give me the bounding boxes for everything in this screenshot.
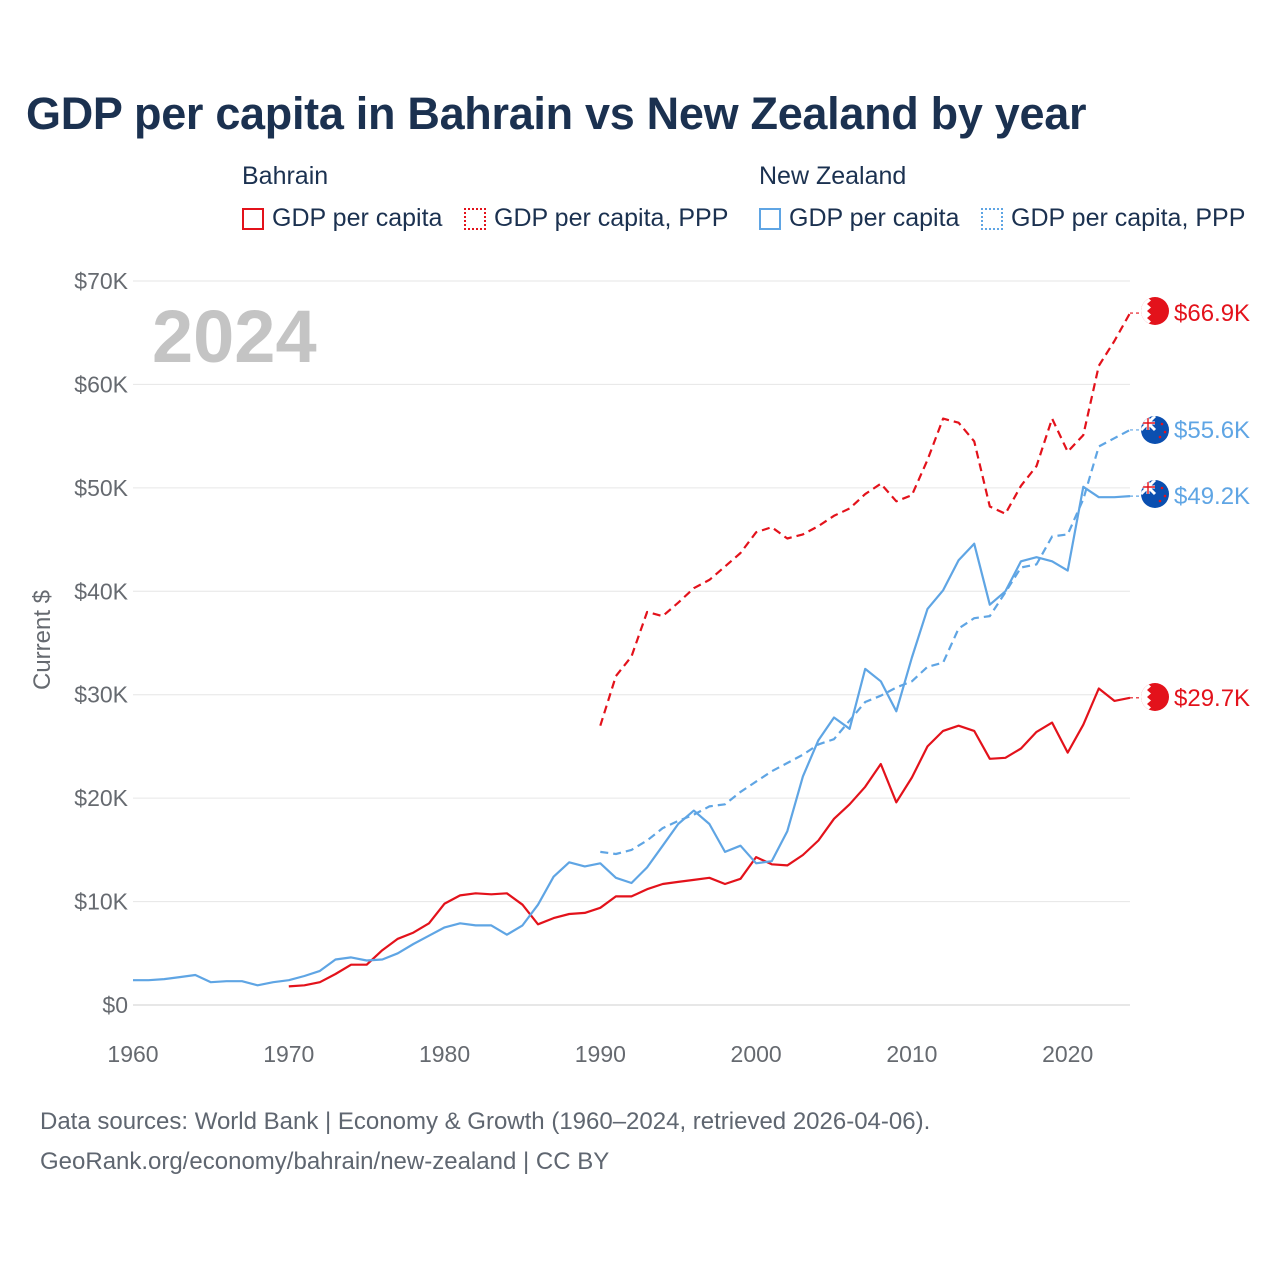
legend-label: GDP per capita, PPP <box>494 204 729 232</box>
chart-title: GDP per capita in Bahrain vs New Zealand… <box>26 88 1087 139</box>
grid-layer <box>133 280 1130 1006</box>
series-line[interactable] <box>133 485 1131 987</box>
series-line[interactable] <box>599 312 1131 727</box>
end-value-label: $49.2K <box>1174 483 1250 510</box>
series-line[interactable] <box>288 687 1131 988</box>
y-tick-label: $70K <box>74 268 128 294</box>
y-tick-label: $10K <box>74 889 128 915</box>
flag-layer <box>1141 297 1169 711</box>
bahrain-flag-icon <box>1141 683 1169 711</box>
y-axis-label: Current $ <box>29 590 56 690</box>
footer-link[interactable]: GeoRank.org/economy/bahrain/new-zealand … <box>40 1148 610 1175</box>
axis-layer: $0 $10K $20K $30K $40K $50K $60K $70K 1960 1970 19… <box>74 268 1093 1067</box>
end-value-label: $55.6K <box>1174 417 1250 444</box>
x-tick-label: 1970 <box>263 1041 314 1067</box>
x-tick-label: 2010 <box>886 1041 937 1067</box>
legend-item-nz-gdp[interactable]: GDP per capita <box>759 204 959 233</box>
legend-swatch-dotted-icon <box>981 207 1003 230</box>
y-tick-label: $20K <box>74 785 128 811</box>
y-tick-label: $40K <box>74 578 128 604</box>
x-tick-label: 2020 <box>1042 1041 1093 1067</box>
series-layer <box>133 312 1141 988</box>
y-tick-label: $0 <box>102 992 128 1018</box>
x-tick-label: 2000 <box>731 1041 782 1067</box>
legend-label: GDP per capita <box>789 204 960 232</box>
bahrain-flag-icon <box>1141 297 1169 325</box>
series-line[interactable] <box>600 428 1131 856</box>
legend-label: GDP per capita, PPP <box>1011 204 1246 232</box>
y-tick-label: $30K <box>74 682 128 708</box>
legend-item-bahrain-gdp[interactable]: GDP per capita <box>242 204 442 233</box>
legend-swatch-solid-icon <box>759 207 781 230</box>
x-tick-label: 1980 <box>419 1041 470 1067</box>
legend-swatch-dotted-icon <box>464 207 486 230</box>
legend-group-bahrain: Bahrain <box>242 162 329 190</box>
footer-sources: Data sources: World Bank | Economy & Gro… <box>40 1108 931 1135</box>
end-value-label: $66.9K <box>1174 300 1250 327</box>
new-zealand-flag-icon <box>1141 416 1169 444</box>
year-watermark: 2024 <box>152 295 317 378</box>
legend-item-bahrain-gdp-ppp[interactable]: GDP per capita, PPP <box>464 204 728 233</box>
y-tick-label: $50K <box>74 475 128 501</box>
x-tick-label: 1960 <box>107 1041 158 1067</box>
legend-group-new-zealand: New Zealand <box>759 162 907 190</box>
label-layer: $29.7K $66.9K $49.2K $55.6K <box>1174 300 1250 712</box>
legend-swatch-solid-icon <box>242 207 264 230</box>
legend-label: GDP per capita <box>272 204 443 232</box>
new-zealand-flag-icon <box>1141 480 1169 508</box>
x-tick-label: 1990 <box>575 1041 626 1067</box>
y-tick-label: $60K <box>74 371 128 397</box>
legend-item-nz-gdp-ppp[interactable]: GDP per capita, PPP <box>981 204 1245 233</box>
end-value-label: $29.7K <box>1174 685 1250 712</box>
